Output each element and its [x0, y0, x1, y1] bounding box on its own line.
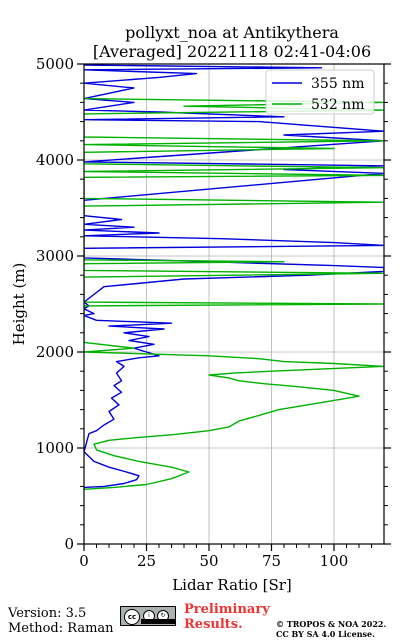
x-tick-label: 50 — [199, 552, 218, 570]
y-tick-label: 0 — [64, 535, 74, 553]
chart-subtitle: [Averaged] 20221118 02:41-04:06 — [93, 42, 371, 61]
y-tick-label: 1000 — [36, 439, 74, 457]
x-tick-label: 25 — [137, 552, 156, 570]
x-axis-label: Lidar Ratio [Sr] — [172, 576, 292, 594]
series-line-355 — [84, 64, 384, 489]
legend-label-532: 532 nm — [311, 97, 364, 113]
preliminary-note: Preliminary Results. — [184, 602, 270, 632]
results-word: Results. — [184, 617, 243, 632]
copyright-line-1: © TROPOS & NOA 2022. — [276, 619, 387, 629]
copyright-note: © TROPOS & NOA 2022. CC BY SA 4.0 Licens… — [276, 619, 386, 639]
y-axis-label: Height (m) — [10, 263, 28, 346]
y-tick-label: 5000 — [36, 55, 74, 73]
cc-license-badge: cc i ↻ — [120, 606, 176, 626]
legend: 355 nm 532 nm — [265, 69, 375, 115]
version-text: Version: 3.5 — [8, 606, 87, 621]
license-strip — [141, 619, 175, 624]
x-tick-label: 0 — [79, 552, 89, 570]
x-tick-label: 75 — [262, 552, 281, 570]
lidar-ratio-chart: pollyxt_noa at Antikythera [Averaged] 20… — [10, 23, 391, 594]
legend-label-355: 355 nm — [311, 76, 364, 92]
x-tick-label: 100 — [320, 552, 349, 570]
y-tick-label: 4000 — [36, 151, 74, 169]
y-tick-label: 2000 — [36, 343, 74, 361]
series-line-532 — [84, 97, 384, 490]
copyright-line-2: CC BY SA 4.0 License. — [276, 629, 375, 639]
cc-icon: cc — [124, 609, 140, 625]
method-text: Method: Raman — [8, 621, 114, 636]
preliminary-word: Preliminary — [184, 602, 270, 617]
series-layer — [84, 64, 384, 490]
y-tick-label: 3000 — [36, 247, 74, 265]
legend-box — [265, 69, 375, 115]
chart-title: pollyxt_noa at Antikythera — [125, 23, 339, 42]
